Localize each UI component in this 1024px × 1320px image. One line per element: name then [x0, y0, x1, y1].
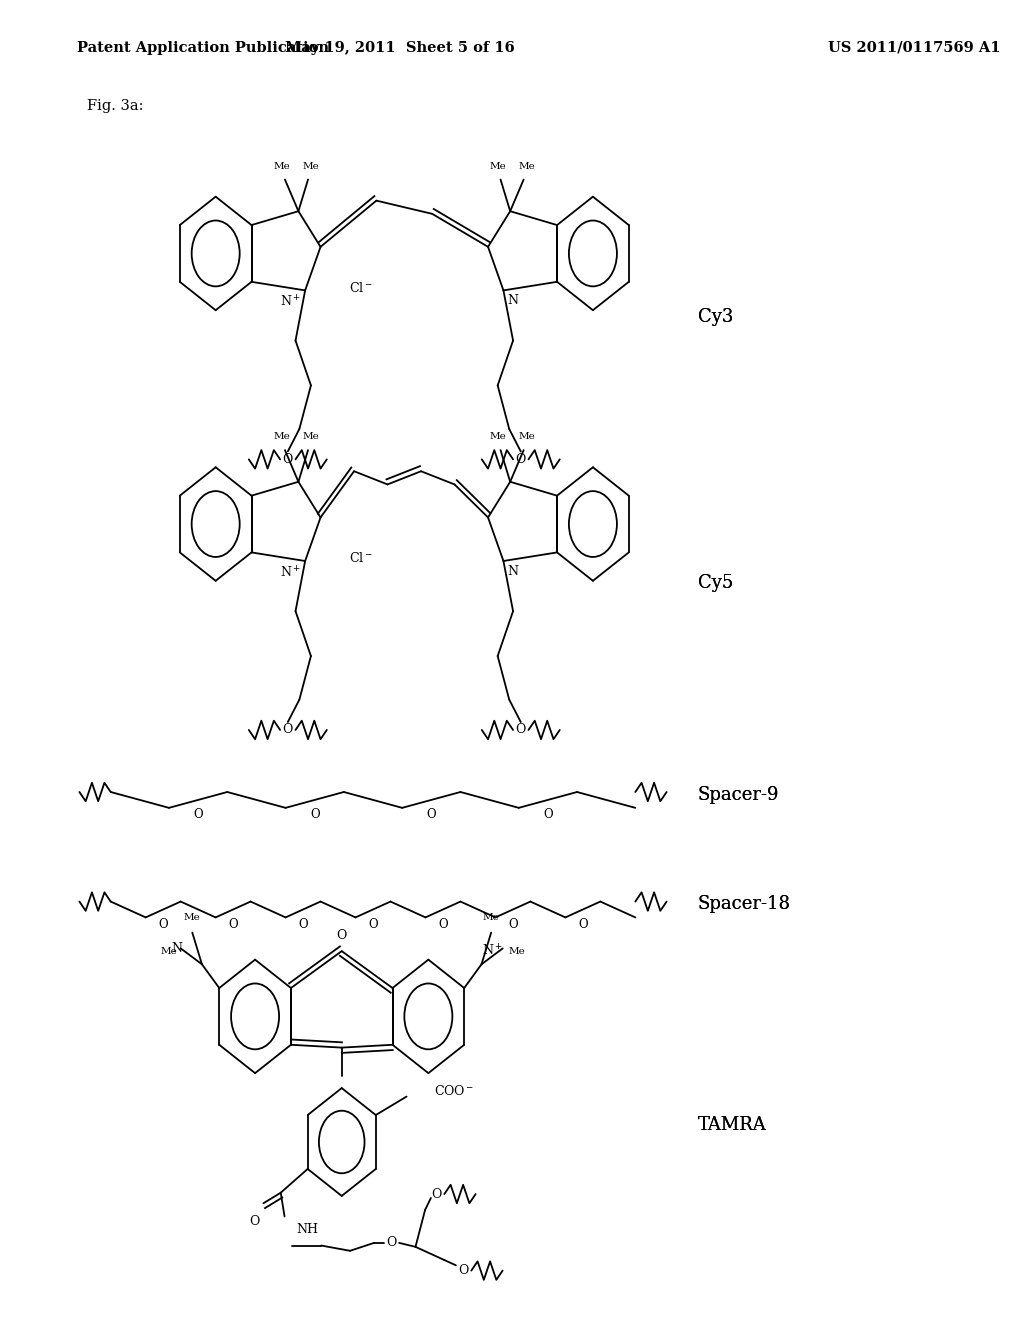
Text: Me: Me: [509, 946, 525, 956]
Text: Me: Me: [160, 946, 177, 956]
Text: Cl$^-$: Cl$^-$: [349, 552, 373, 565]
Text: O: O: [426, 808, 436, 821]
Text: O: O: [515, 723, 526, 737]
Text: N: N: [507, 565, 518, 578]
Text: O: O: [508, 917, 518, 931]
Text: NH: NH: [296, 1224, 318, 1236]
Text: Me: Me: [184, 913, 201, 921]
Text: O: O: [159, 917, 168, 931]
Text: Cy3: Cy3: [698, 308, 733, 326]
Text: O: O: [515, 453, 526, 466]
Text: O: O: [337, 929, 347, 941]
Text: Me: Me: [489, 162, 506, 170]
Text: Me: Me: [489, 433, 506, 441]
Text: Patent Application Publication: Patent Application Publication: [77, 41, 329, 54]
Text: TAMRA: TAMRA: [698, 1115, 767, 1134]
Text: Me: Me: [302, 162, 319, 170]
Text: Me: Me: [518, 433, 535, 441]
Text: Cy5: Cy5: [698, 574, 733, 593]
Text: N$^+$: N$^+$: [481, 944, 503, 958]
Text: N: N: [172, 942, 182, 954]
Text: Spacer-18: Spacer-18: [698, 895, 791, 913]
Text: O: O: [298, 917, 308, 931]
Text: COO$^-$: COO$^-$: [433, 1084, 474, 1098]
Text: Spacer-9: Spacer-9: [698, 785, 779, 804]
Text: N$^+$: N$^+$: [281, 294, 301, 310]
Text: N: N: [507, 294, 518, 308]
Text: Cl$^-$: Cl$^-$: [349, 281, 373, 294]
Text: Me: Me: [273, 162, 291, 170]
Text: O: O: [459, 1265, 469, 1276]
Text: TAMRA: TAMRA: [698, 1115, 767, 1134]
Text: Me: Me: [273, 433, 291, 441]
Text: O: O: [578, 917, 588, 931]
Text: Spacer-18: Spacer-18: [698, 895, 791, 913]
Text: Cy5: Cy5: [698, 574, 733, 593]
Text: O: O: [543, 808, 553, 821]
Text: O: O: [283, 723, 293, 737]
Text: US 2011/0117569 A1: US 2011/0117569 A1: [827, 41, 1000, 54]
Text: O: O: [249, 1216, 259, 1228]
Text: Spacer-9: Spacer-9: [698, 785, 779, 804]
Text: O: O: [438, 917, 447, 931]
Text: O: O: [369, 917, 378, 931]
Text: O: O: [194, 808, 203, 821]
Text: May 19, 2011  Sheet 5 of 16: May 19, 2011 Sheet 5 of 16: [285, 41, 514, 54]
Text: Me: Me: [482, 913, 500, 921]
Text: N$^+$: N$^+$: [281, 565, 301, 581]
Text: O: O: [310, 808, 319, 821]
Text: Cy3: Cy3: [698, 308, 733, 326]
Text: Me: Me: [302, 433, 319, 441]
Text: Fig. 3a:: Fig. 3a:: [87, 99, 143, 112]
Text: Me: Me: [518, 162, 535, 170]
Text: O: O: [228, 917, 238, 931]
Text: O: O: [386, 1237, 396, 1249]
Text: O: O: [431, 1188, 441, 1200]
Text: O: O: [283, 453, 293, 466]
